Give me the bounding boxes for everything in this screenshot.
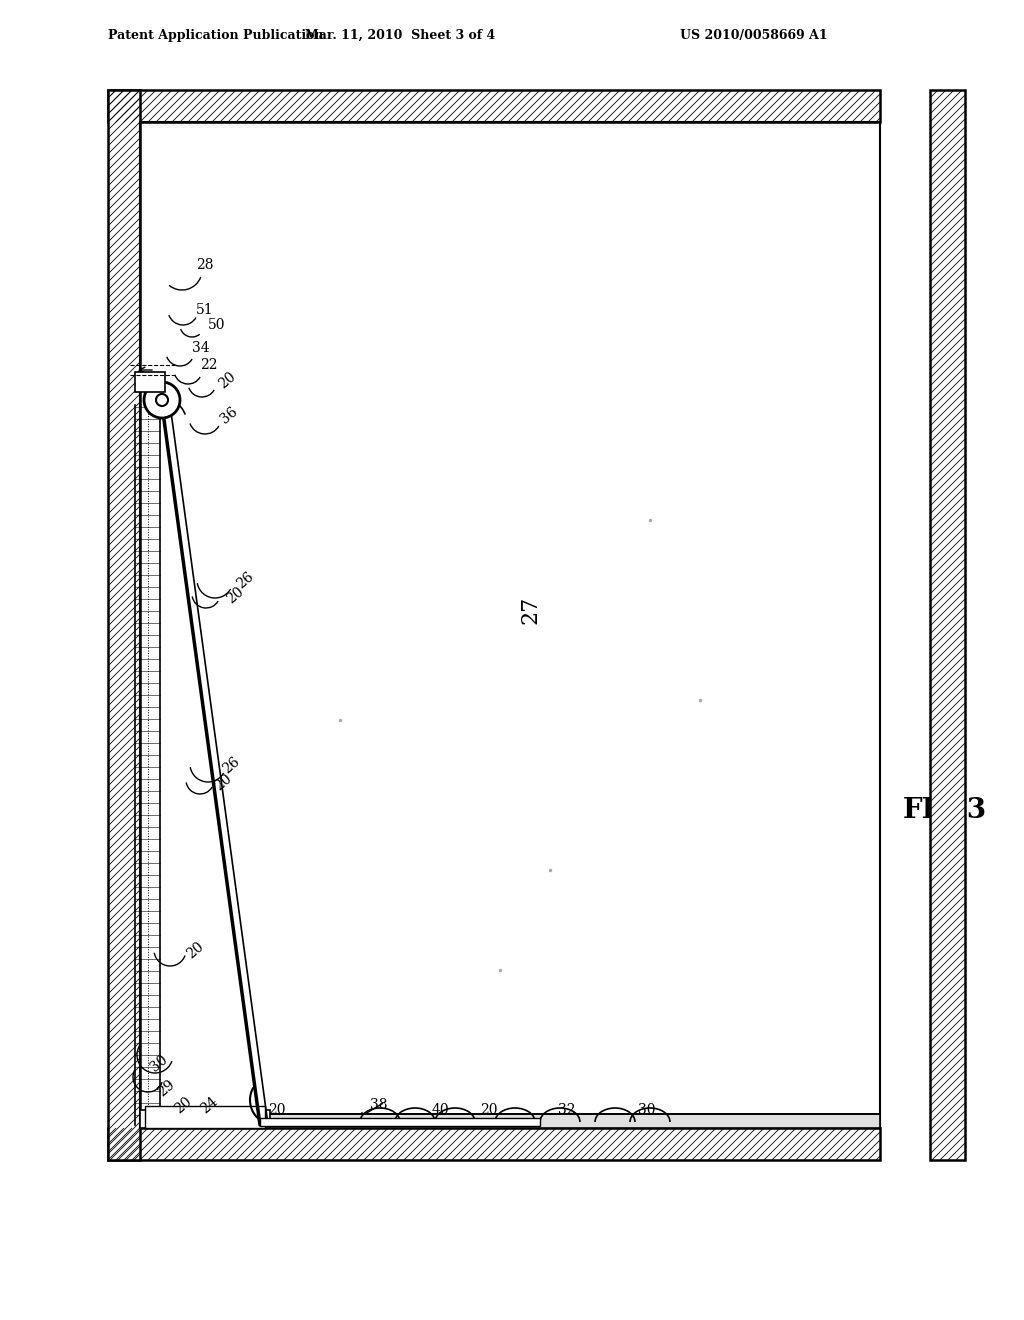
Bar <box>260 1118 540 1126</box>
Bar <box>108 1129 880 1160</box>
Text: 30: 30 <box>638 1104 655 1117</box>
Circle shape <box>156 393 168 407</box>
Bar <box>108 90 880 121</box>
Text: 20: 20 <box>184 939 207 961</box>
Text: 40: 40 <box>432 1104 450 1117</box>
Text: 36: 36 <box>218 404 241 426</box>
Bar <box>140 1114 880 1129</box>
Text: 24: 24 <box>198 1094 220 1115</box>
Text: 32: 32 <box>558 1104 575 1117</box>
Text: 51: 51 <box>196 304 214 317</box>
Text: Mar. 11, 2010  Sheet 3 of 4: Mar. 11, 2010 Sheet 3 of 4 <box>305 29 496 41</box>
Text: Patent Application Publication: Patent Application Publication <box>108 29 324 41</box>
Text: 27: 27 <box>519 595 541 624</box>
Text: 29: 29 <box>155 1077 177 1100</box>
Text: 20: 20 <box>172 1094 195 1115</box>
Bar <box>145 1106 265 1129</box>
Text: 20: 20 <box>480 1104 498 1117</box>
Text: 26: 26 <box>234 569 256 591</box>
Text: 20: 20 <box>224 583 247 606</box>
Text: 20: 20 <box>268 1104 286 1117</box>
Circle shape <box>144 381 180 418</box>
Bar <box>930 90 965 1160</box>
Text: FIG.3: FIG.3 <box>903 796 987 824</box>
Text: 26: 26 <box>220 754 243 776</box>
Text: 20: 20 <box>216 370 239 391</box>
Bar <box>140 1110 270 1129</box>
Text: US 2010/0058669 A1: US 2010/0058669 A1 <box>680 29 827 41</box>
Text: 28: 28 <box>196 257 213 272</box>
Text: 22: 22 <box>200 358 217 372</box>
Text: 20: 20 <box>212 771 234 793</box>
Text: 38: 38 <box>370 1098 387 1111</box>
Text: 50: 50 <box>208 318 225 333</box>
Bar <box>108 90 140 1160</box>
Text: 34: 34 <box>193 341 210 355</box>
Text: 30: 30 <box>148 1052 170 1074</box>
Bar <box>135 372 165 392</box>
